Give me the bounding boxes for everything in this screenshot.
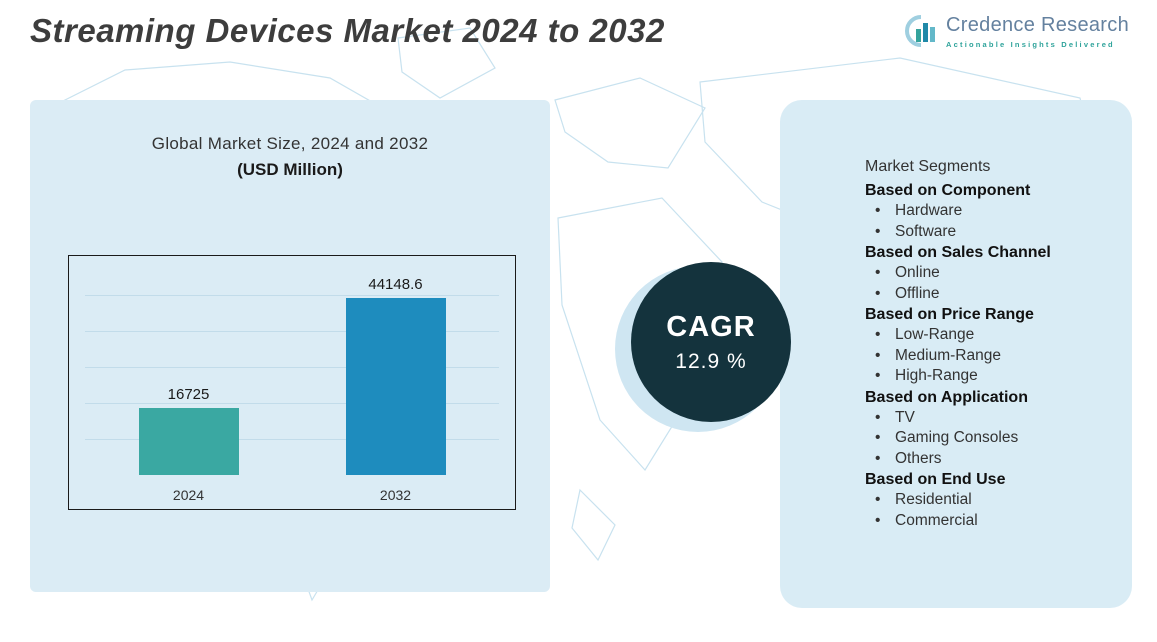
bar-2032 bbox=[345, 297, 446, 475]
chart-subtitle: (USD Million) bbox=[237, 160, 343, 179]
logo-tagline: Actionable Insights Delivered bbox=[946, 40, 1115, 49]
list-item: Gaming Consoles bbox=[865, 428, 1112, 449]
list-item: High-Range bbox=[865, 366, 1112, 387]
segment-heading-component: Based on Component bbox=[865, 182, 1031, 199]
list-item: Others bbox=[865, 449, 1112, 470]
x-label-2024: 2024 bbox=[172, 487, 205, 503]
list-item: Offline bbox=[865, 284, 1112, 305]
bars-row: 16725 44148.6 bbox=[85, 274, 499, 475]
bar-value-2024: 16725 bbox=[167, 385, 210, 403]
list-item: Online bbox=[865, 263, 1112, 284]
x-axis-labels: 2024 2032 bbox=[85, 487, 499, 503]
segment-heading-application: Based on Application bbox=[865, 388, 1028, 406]
bar-group-2024: 16725 bbox=[138, 274, 239, 475]
chart-title: Global Market Size, 2024 and 2032 bbox=[151, 134, 429, 153]
list-item: Medium-Range bbox=[865, 346, 1112, 367]
logo-name: Credence Research bbox=[946, 14, 1129, 36]
cagr-label: CAGR bbox=[666, 310, 756, 343]
chart-plot-area: 16725 44148.6 bbox=[85, 274, 499, 475]
list-item: Residential bbox=[865, 490, 1112, 511]
segment-heading-sales-channel: Based on Sales Channel bbox=[865, 244, 1051, 261]
list-item: Low-Range bbox=[865, 325, 1112, 346]
cagr-circle: CAGR 12.9 % bbox=[631, 262, 791, 422]
bar-chart: 16725 44148.6 2024 2032 bbox=[68, 255, 516, 510]
list-item: TV bbox=[865, 408, 1112, 429]
segments-title: Market Segments bbox=[865, 158, 991, 175]
credence-logo-icon bbox=[905, 15, 936, 47]
bar-value-2032: 44148.6 bbox=[368, 275, 423, 293]
page-title: Streaming Devices Market 2024 to 2032 bbox=[30, 12, 665, 49]
bar-group-2032: 44148.6 bbox=[345, 274, 446, 475]
bar-2024 bbox=[138, 407, 239, 475]
segment-list-sales-channel: Online Offline bbox=[865, 263, 1112, 304]
cagr-badge: CAGR 12.9 % bbox=[615, 262, 795, 442]
x-label-2032: 2032 bbox=[379, 487, 412, 503]
segment-list-end-use: Residential Commercial bbox=[865, 490, 1112, 531]
cagr-value: 12.9 % bbox=[675, 349, 747, 373]
segment-list-component: Hardware Software bbox=[865, 201, 1112, 242]
list-item: Software bbox=[865, 222, 1112, 243]
market-size-panel: Global Market Size, 2024 and 2032 (USD M… bbox=[30, 100, 550, 592]
logo-text: Credence Research Actionable Insights De… bbox=[946, 14, 1129, 49]
segment-list-price-range: Low-Range Medium-Range High-Range bbox=[865, 325, 1112, 387]
chart-title-block: Global Market Size, 2024 and 2032 (USD M… bbox=[30, 134, 550, 180]
segment-heading-end-use: Based on End Use bbox=[865, 471, 1006, 488]
list-item: Hardware bbox=[865, 201, 1112, 222]
credence-research-logo: Credence Research Actionable Insights De… bbox=[904, 14, 1129, 49]
market-segments-panel: Market Segments Based on Component Hardw… bbox=[780, 100, 1132, 608]
segment-list-application: TV Gaming Consoles Others bbox=[865, 408, 1112, 470]
list-item: Commercial bbox=[865, 511, 1112, 532]
segment-heading-price-range: Based on Price Range bbox=[865, 306, 1034, 323]
